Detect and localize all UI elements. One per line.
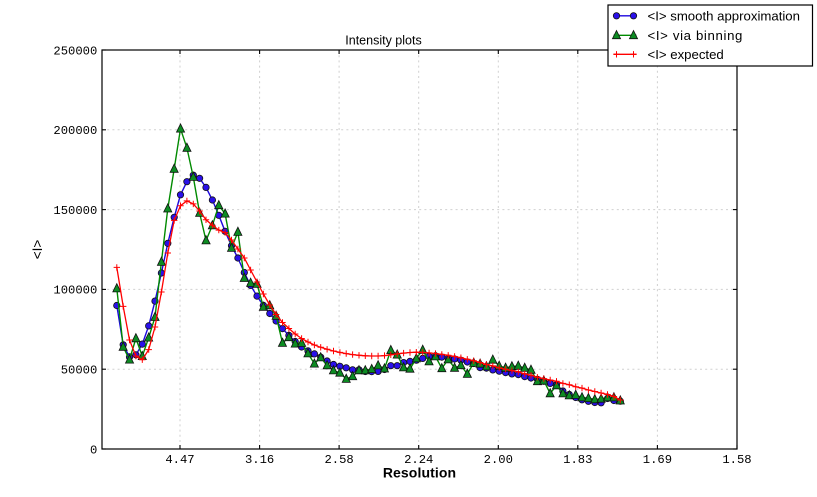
svg-text:1.83: 1.83 <box>563 453 592 467</box>
svg-text:50000: 50000 <box>61 364 98 378</box>
svg-text:4.47: 4.47 <box>165 453 194 467</box>
svg-text:100000: 100000 <box>53 284 97 298</box>
svg-text:150000: 150000 <box>53 204 97 218</box>
svg-text:1.69: 1.69 <box>643 453 672 467</box>
svg-text:2.58: 2.58 <box>324 453 353 467</box>
svg-text:Intensity plots: Intensity plots <box>345 34 421 48</box>
svg-text:0: 0 <box>90 443 97 457</box>
svg-text:Resolution: Resolution <box>383 465 456 481</box>
svg-text:<I> expected: <I> expected <box>648 47 724 62</box>
svg-text:3.16: 3.16 <box>245 453 274 467</box>
svg-text:250000: 250000 <box>53 44 97 58</box>
svg-text:<I>: <I> <box>30 240 45 260</box>
svg-text:<I> smooth approximation: <I> smooth approximation <box>648 9 800 24</box>
svg-text:200000: 200000 <box>53 124 97 138</box>
svg-text:<I> via binning: <I> via binning <box>648 28 744 43</box>
svg-text:2.24: 2.24 <box>404 453 433 467</box>
svg-text:2.00: 2.00 <box>484 453 513 467</box>
svg-text:1.58: 1.58 <box>722 453 751 467</box>
